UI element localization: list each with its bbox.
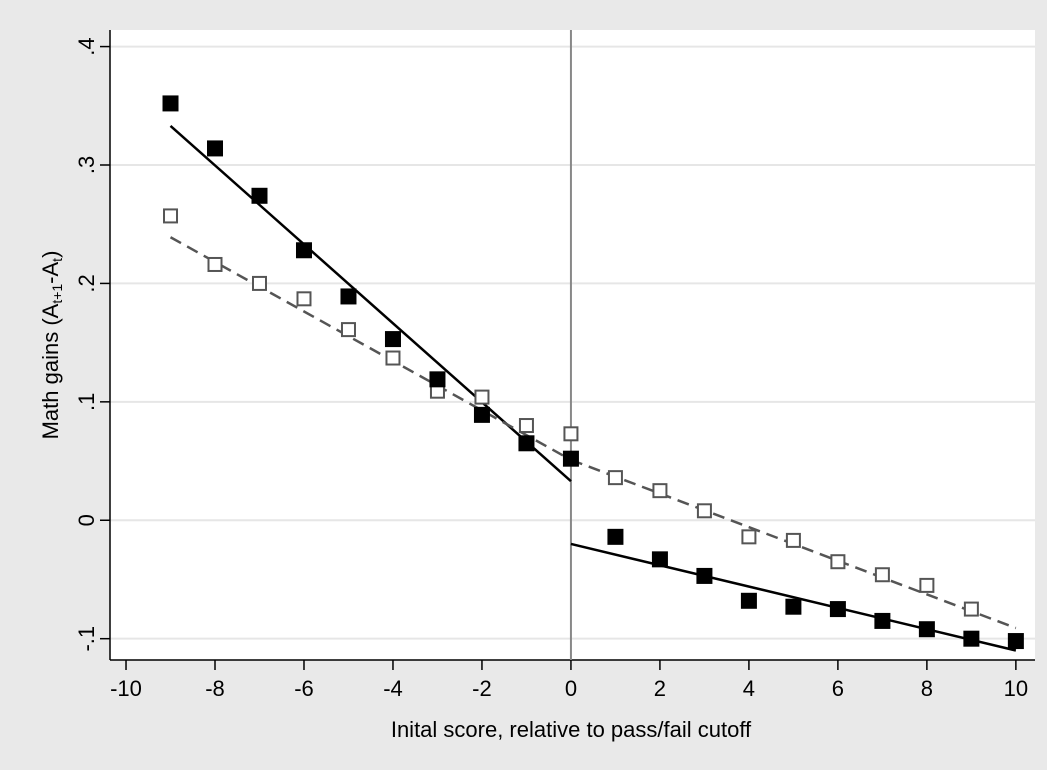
marker — [696, 503, 712, 519]
x-tick-label: 4 — [743, 676, 755, 701]
y-axis-label: Math gains (At+1-At) — [38, 251, 65, 440]
marker — [473, 406, 490, 423]
marker — [963, 601, 979, 617]
marker — [785, 598, 802, 615]
marker — [963, 630, 980, 647]
marker — [874, 567, 890, 583]
marker — [384, 331, 401, 348]
y-tick-label: .1 — [74, 393, 99, 411]
marker — [296, 291, 312, 307]
x-tick-label: 10 — [1004, 676, 1028, 701]
marker — [562, 450, 579, 467]
marker — [207, 256, 223, 272]
x-tick-label: -8 — [205, 676, 225, 701]
marker — [163, 208, 179, 224]
y-tick-label: 0 — [74, 514, 99, 526]
y-tick-label: .2 — [74, 274, 99, 292]
x-tick-label: -10 — [110, 676, 142, 701]
marker — [162, 95, 179, 112]
y-tick-label: .3 — [74, 156, 99, 174]
marker — [829, 601, 846, 618]
marker — [295, 242, 312, 259]
marker — [919, 577, 935, 593]
marker — [918, 621, 935, 638]
y-label-part: -A — [38, 261, 63, 283]
marker — [785, 532, 801, 548]
x-tick-label: 8 — [921, 676, 933, 701]
marker — [207, 140, 224, 157]
marker — [830, 554, 846, 570]
x-tick-label: -2 — [472, 676, 492, 701]
marker — [474, 389, 490, 405]
y-label-part: ) — [38, 251, 63, 258]
x-tick-label: -4 — [383, 676, 403, 701]
marker — [429, 371, 446, 388]
x-tick-label: 6 — [832, 676, 844, 701]
fit-line — [570, 542, 1017, 652]
marker — [740, 592, 757, 609]
y-label-part: Math gains (A — [38, 303, 63, 439]
marker — [251, 187, 268, 204]
marker — [607, 470, 623, 486]
marker — [563, 426, 579, 442]
marker — [1007, 633, 1024, 650]
marker — [518, 435, 535, 452]
marker — [741, 529, 757, 545]
y-label-subscript: t+1 — [49, 284, 65, 304]
x-tick-label: -6 — [294, 676, 314, 701]
x-tick-label: 0 — [565, 676, 577, 701]
marker — [696, 567, 713, 584]
plot-area — [110, 30, 1035, 660]
marker — [385, 350, 401, 366]
marker — [651, 551, 668, 568]
x-tick-label: 2 — [654, 676, 666, 701]
marker — [874, 612, 891, 629]
y-tick-label: -.1 — [74, 626, 99, 652]
marker — [340, 288, 357, 305]
fit-line — [169, 236, 572, 461]
marker — [652, 483, 668, 499]
marker — [340, 322, 356, 338]
y-label-subscript: t — [49, 258, 65, 262]
x-axis-label: Inital score, relative to pass/fail cuto… — [391, 717, 752, 742]
y-tick-label: .4 — [74, 37, 99, 55]
marker — [518, 418, 534, 434]
marker — [251, 275, 267, 291]
marker — [607, 528, 624, 545]
